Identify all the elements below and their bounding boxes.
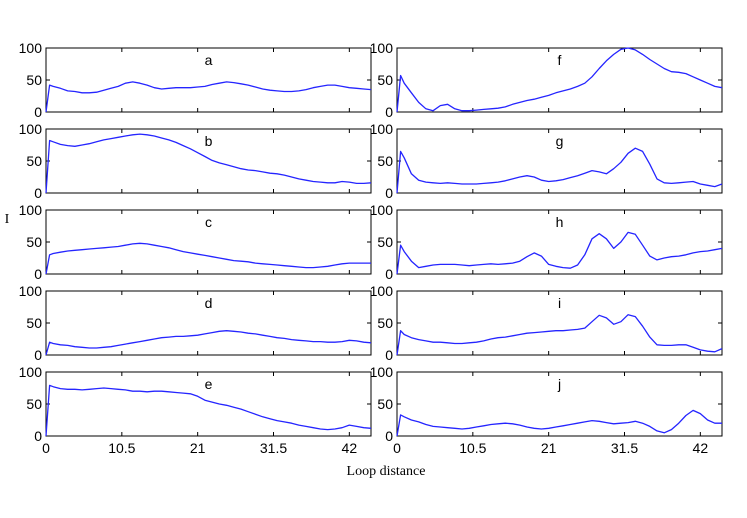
panel-label: a: [205, 52, 213, 68]
x-tick-label: 0: [393, 440, 401, 456]
panel-c: 0 50 100 c: [19, 202, 372, 282]
panel-label: i: [558, 295, 561, 311]
panel-label: d: [205, 295, 213, 311]
panel-f: 0 50 100 f: [370, 40, 723, 120]
x-tick-label: 10.5: [459, 440, 486, 456]
y-tick-label: 100: [19, 40, 43, 56]
panel-a: 0 50 100 a: [19, 40, 372, 120]
panel-j: 0 50 100 0 10.5 21 31.5 42 j: [370, 364, 723, 456]
series-line-j: [396, 409, 722, 437]
panel-label: b: [205, 133, 213, 149]
panel-label: j: [557, 376, 561, 392]
panel-i: 0 50 100 i: [370, 283, 723, 363]
y-tick-label: 0: [385, 428, 393, 444]
y-tick-label: 50: [26, 72, 42, 88]
series-line-b: [45, 133, 372, 194]
x-tick-label: 21: [541, 440, 557, 456]
y-tick-label: 100: [19, 283, 43, 299]
y-tick-label: 50: [377, 396, 393, 412]
y-tick-label: 50: [26, 396, 42, 412]
panel-g: 0 50 100 g: [370, 121, 723, 201]
x-tick-label: 31.5: [611, 440, 638, 456]
y-tick-label: 100: [19, 364, 43, 380]
y-tick-label: 0: [34, 104, 42, 120]
x-tick-label: 31.5: [260, 440, 287, 456]
x-tick-label: 42: [693, 440, 709, 456]
y-tick-label: 50: [377, 315, 393, 331]
y-tick-label: 0: [385, 104, 393, 120]
series-line-e: [45, 384, 372, 437]
y-tick-label: 100: [370, 40, 394, 56]
y-tick-label: 100: [370, 283, 394, 299]
panel-label: g: [556, 133, 564, 149]
panel-h: 0 50 100 h: [370, 202, 723, 282]
y-tick-label: 50: [26, 315, 42, 331]
panel-b: 0 50 100 b: [19, 121, 372, 201]
y-tick-label: 100: [370, 364, 394, 380]
panel-d: 0 50 100 d: [19, 283, 372, 363]
y-tick-label: 0: [34, 347, 42, 363]
series-line-i: [396, 314, 723, 356]
x-tick-label: 0: [42, 440, 50, 456]
y-tick-label: 50: [377, 234, 393, 250]
y-tick-label: 0: [34, 185, 42, 201]
panel-label: f: [558, 52, 562, 68]
y-tick-label: 100: [370, 121, 394, 137]
panel-label: h: [556, 214, 564, 230]
x-tick-label: 42: [342, 440, 358, 456]
series-line-d: [45, 330, 372, 356]
y-tick-label: 100: [19, 202, 43, 218]
y-tick-label: 0: [385, 266, 393, 282]
series-line-f: [396, 47, 723, 113]
y-tick-label: 0: [385, 347, 393, 363]
series-line-g: [396, 147, 723, 194]
y-tick-label: 50: [377, 153, 393, 169]
series-line-h: [396, 231, 723, 275]
panel-e: 0 50 100 0 10.5 21 31.5 42 e: [19, 364, 372, 456]
y-tick-label: 0: [34, 266, 42, 282]
y-tick-label: 100: [19, 121, 43, 137]
panel-label: e: [205, 376, 213, 392]
y-tick-label: 0: [385, 185, 393, 201]
y-tick-label: 50: [377, 72, 393, 88]
y-tick-label: 50: [26, 153, 42, 169]
x-tick-label: 21: [190, 440, 206, 456]
y-tick-label: 50: [26, 234, 42, 250]
panel-label: c: [205, 214, 212, 230]
series-line-c: [45, 242, 371, 275]
x-tick-label: 10.5: [108, 440, 135, 456]
y-tick-label: 0: [34, 428, 42, 444]
y-tick-label: 100: [370, 202, 394, 218]
y-axis-label: I: [5, 212, 10, 227]
series-line-a: [45, 81, 372, 113]
x-axis-label: Loop distance: [347, 464, 426, 479]
